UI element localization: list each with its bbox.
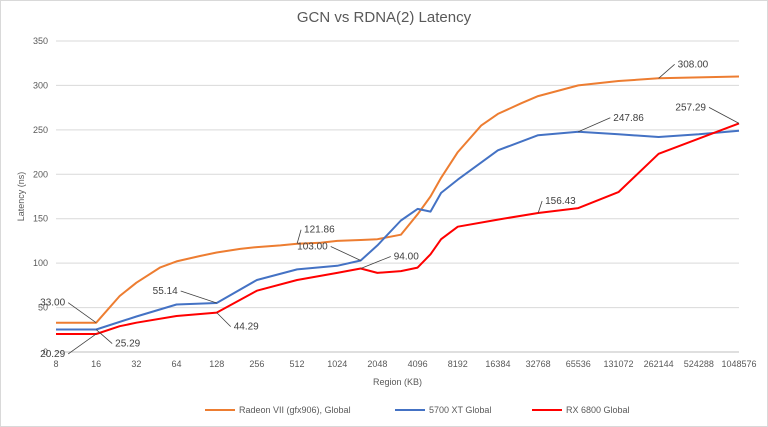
x-tick-label: 32	[131, 359, 141, 369]
data-label: 25.29	[115, 339, 140, 350]
y-tick-label: 0	[43, 347, 48, 357]
series-lines	[56, 75, 740, 335]
x-tick-labels: 8 16 32 64 128 256 512 1024 2048 4096 8192 16384 327…	[53, 359, 756, 369]
x-axis-label: Region (KB)	[373, 377, 422, 387]
x-tick-label: 512	[290, 359, 305, 369]
legend-label: RX 6800 Global	[566, 405, 630, 415]
data-label: 156.43	[545, 196, 576, 207]
series-line-1	[56, 129, 740, 331]
x-tick-label: 32768	[526, 359, 551, 369]
y-tick-label: 250	[33, 125, 48, 135]
x-tick-label: 64	[172, 359, 182, 369]
data-label: 20.29	[40, 349, 65, 360]
series-line-0	[56, 75, 740, 324]
data-label-leader	[578, 117, 611, 133]
data-label: 103.00	[297, 241, 328, 252]
data-label: 44.29	[234, 322, 259, 333]
data-label-leader	[658, 64, 675, 79]
y-tick-label: 200	[33, 169, 48, 179]
x-tick-label: 16384	[485, 359, 510, 369]
data-label-leader	[360, 256, 391, 269]
data-label-leader	[95, 329, 113, 344]
x-tick-label: 256	[249, 359, 264, 369]
x-tick-label: 1048576	[721, 359, 756, 369]
x-tick-label: 4096	[408, 359, 428, 369]
x-tick-label: 131072	[603, 359, 633, 369]
data-label-leader	[216, 312, 231, 327]
data-label: 308.00	[678, 59, 709, 70]
data-label-leader	[708, 107, 740, 124]
y-tick-labels: 0 50 100 150 200 250 300 350	[33, 36, 48, 357]
legend-label: Radeon VII (gfx906), Global	[239, 405, 351, 415]
data-label: 94.00	[394, 251, 419, 262]
x-tick-label: 8192	[448, 359, 468, 369]
series-line-2	[56, 122, 740, 335]
y-tick-label: 350	[33, 36, 48, 46]
data-label: 121.86	[304, 225, 335, 236]
data-label-leader	[330, 246, 361, 261]
x-tick-label: 65536	[566, 359, 591, 369]
y-tick-label: 50	[38, 303, 48, 313]
legend: Radeon VII (gfx906), Global 5700 XT Globa…	[205, 405, 630, 415]
data-label-leader	[296, 229, 302, 244]
data-label: 247.86	[613, 113, 644, 124]
x-tick-label: 8	[53, 359, 58, 369]
data-label: 257.29	[675, 102, 706, 113]
chart-title: GCN vs RDNA(2) Latency	[296, 9, 472, 26]
data-labels: 33.00 121.86 308.00 25.29 55.14 103.00 247.86 2…	[40, 59, 740, 360]
x-tick-label: 16	[91, 359, 101, 369]
data-label-leader	[537, 200, 543, 214]
data-label-leader	[180, 290, 217, 304]
data-label: 55.14	[153, 286, 178, 297]
y-tick-label: 300	[33, 80, 48, 90]
gridlines	[56, 40, 739, 353]
x-tick-label: 1024	[327, 359, 347, 369]
data-label-leader	[67, 333, 97, 355]
data-label: 33.00	[40, 298, 65, 309]
data-label-leader	[67, 302, 97, 324]
legend-label: 5700 XT Global	[429, 405, 491, 415]
x-tick-label: 2048	[367, 359, 387, 369]
x-tick-label: 262144	[644, 359, 674, 369]
y-axis-label: Latency (ns)	[16, 172, 26, 222]
x-tick-label: 524288	[684, 359, 714, 369]
y-tick-label: 150	[33, 214, 48, 224]
x-tick-label: 128	[209, 359, 224, 369]
y-tick-label: 100	[33, 258, 48, 268]
